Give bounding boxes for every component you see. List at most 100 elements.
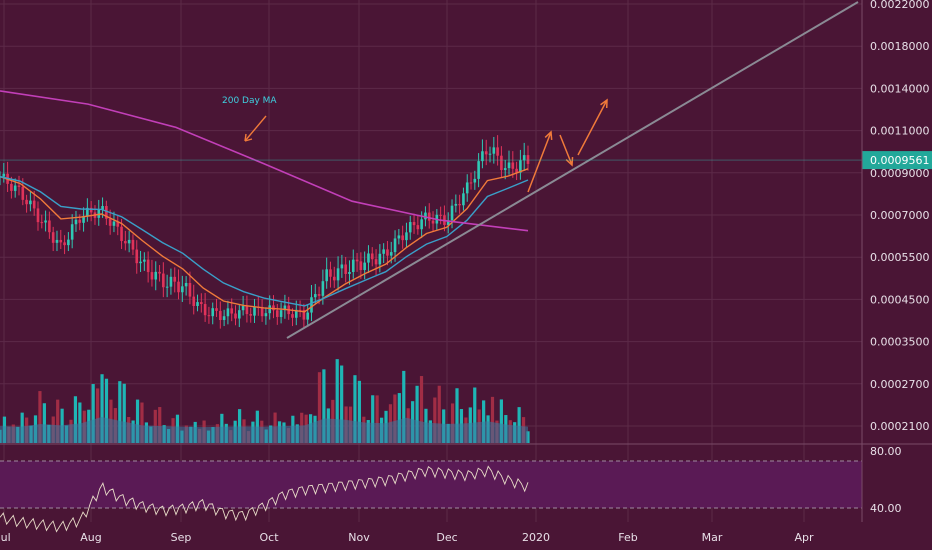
candle-body [412, 222, 416, 226]
candle-body [253, 306, 256, 316]
candle-body [169, 276, 173, 287]
candle-body [146, 259, 150, 273]
candle-body [355, 259, 359, 262]
candle-body [427, 212, 431, 221]
volume-ma-band [0, 417, 528, 443]
ma-200-line [0, 90, 529, 232]
x-tick-label: Jul [0, 531, 11, 544]
candle-body [234, 313, 237, 319]
candle-body [36, 208, 40, 223]
candle-body [10, 183, 13, 191]
x-tick-label: Feb [618, 531, 637, 544]
last-price-badge [862, 151, 932, 170]
rsi-level-label-0: 80.00 [870, 445, 902, 458]
candle-body [226, 308, 230, 317]
candle-body [454, 203, 458, 206]
candle-body [55, 239, 59, 243]
y-tick-label: 0.0005500 [870, 251, 930, 264]
candle-body [275, 310, 279, 317]
candle-body [44, 220, 47, 223]
x-tick-label: Mar [702, 531, 723, 544]
x-tick-label: Apr [794, 531, 814, 544]
candle-body [249, 314, 253, 316]
candle-body [526, 155, 530, 164]
volume-bar [335, 359, 339, 443]
volume-bar [415, 385, 419, 443]
candle-body [363, 262, 366, 271]
candle-body [25, 199, 28, 205]
volume-bar [402, 370, 406, 443]
candle-body [420, 219, 423, 230]
candle-body [401, 235, 404, 241]
volume-bar [78, 402, 82, 443]
candle-body [389, 252, 393, 256]
candle-body [162, 273, 165, 288]
trend-line [286, 1, 859, 339]
candle-body [503, 168, 507, 171]
candle-body [462, 193, 465, 206]
candle-body [21, 186, 25, 200]
candle-body [40, 222, 44, 224]
x-tick-label: 2020 [522, 531, 550, 544]
candle-body [112, 221, 116, 226]
candle-body [165, 286, 169, 288]
candle-body [492, 147, 496, 154]
candle-body [2, 173, 6, 177]
candle-body [188, 282, 192, 297]
candle-body [51, 232, 55, 243]
candle-body [196, 302, 199, 306]
candle-body [348, 271, 351, 274]
volume-bar [357, 380, 361, 443]
volume-bar [322, 369, 326, 443]
x-tick-label: Sep [171, 531, 192, 544]
volume-bar [353, 375, 357, 443]
projection-arrow [577, 99, 608, 156]
candle-body [507, 162, 511, 169]
candle-body [302, 310, 306, 320]
candle-body [131, 239, 135, 250]
volume-bar [375, 395, 379, 443]
candle-body [181, 286, 184, 293]
volume-bar [96, 388, 100, 443]
candle-body [238, 310, 241, 319]
candle-body [211, 308, 215, 317]
candle-body [511, 162, 515, 169]
y-tick-label: 0.0022000 [870, 0, 930, 11]
y-tick-label: 0.0007000 [870, 209, 930, 222]
projection-arrow-head [544, 130, 553, 141]
volume-bar [419, 376, 424, 443]
candle-body [150, 272, 154, 280]
y-tick-label: 0.0004500 [870, 293, 930, 306]
candle-body [431, 220, 435, 224]
volume-bar [158, 407, 162, 443]
ema-slow-line [0, 175, 529, 307]
volume-bar [433, 397, 437, 443]
x-tick-label: Dec [436, 531, 457, 544]
x-tick-label: Oct [259, 531, 279, 544]
candle-body [230, 308, 234, 314]
candle-body [29, 200, 32, 205]
candle-body [496, 147, 499, 156]
volume-bar [450, 403, 455, 443]
candle-body [177, 281, 180, 293]
candle-body [310, 297, 313, 313]
candle-body [473, 178, 477, 183]
candle-body [336, 268, 340, 281]
candle-body [332, 276, 336, 281]
volume-bar [397, 393, 401, 443]
volume-bars [0, 359, 530, 443]
candle-body [298, 309, 302, 311]
candle-body [70, 224, 74, 240]
volume-bar [56, 399, 60, 443]
volume-bar [499, 399, 503, 443]
candle-body [135, 249, 139, 264]
candle-body [446, 220, 450, 225]
candle-body [154, 271, 158, 280]
volume-bar [135, 399, 140, 443]
volume-bar [437, 385, 441, 443]
candle-body [67, 239, 70, 246]
candle-body [48, 220, 51, 233]
candle-body [173, 276, 177, 282]
candle-body [393, 238, 397, 253]
